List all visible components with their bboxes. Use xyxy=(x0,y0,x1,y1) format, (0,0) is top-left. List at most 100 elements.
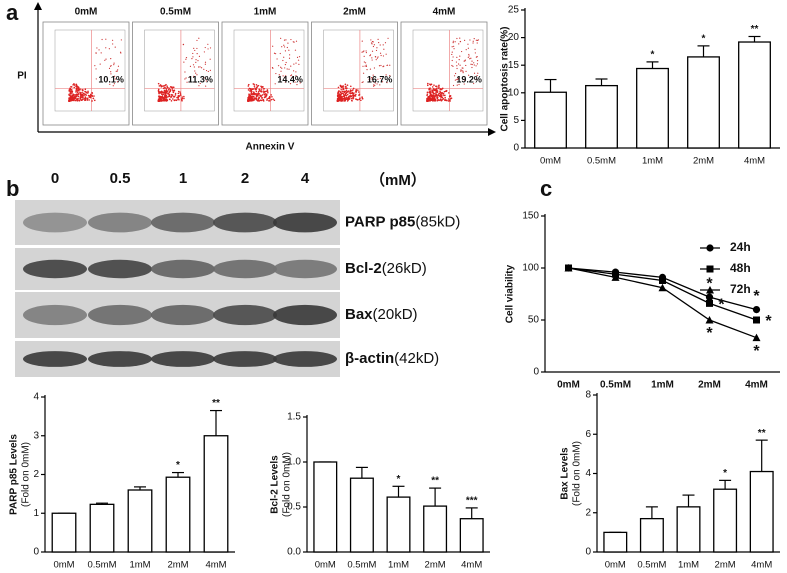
flow-plot xyxy=(54,29,126,112)
dot xyxy=(271,95,273,98)
dot xyxy=(247,83,250,86)
dot xyxy=(467,56,469,58)
dot xyxy=(114,46,116,48)
dot xyxy=(426,84,429,87)
dot xyxy=(283,46,286,48)
x-tick-label: 2mM xyxy=(715,560,736,571)
dot xyxy=(468,55,470,57)
dot xyxy=(176,96,179,99)
dot xyxy=(160,85,163,88)
dot xyxy=(255,97,258,100)
dot xyxy=(363,55,365,57)
dot xyxy=(252,88,254,90)
dot xyxy=(368,80,370,82)
dot xyxy=(451,59,453,62)
dot xyxy=(433,96,436,98)
dot xyxy=(265,90,268,93)
dot xyxy=(379,77,381,79)
dot xyxy=(465,70,467,73)
dot xyxy=(183,97,185,100)
dot xyxy=(263,93,265,95)
lane-label: 0.5 xyxy=(110,170,131,187)
dot xyxy=(197,60,199,62)
y-tick-label: 0 xyxy=(513,143,519,154)
dot xyxy=(261,97,263,99)
marker xyxy=(706,244,714,252)
dot xyxy=(157,82,160,85)
dot xyxy=(267,91,269,94)
dot xyxy=(372,74,374,76)
dot xyxy=(179,91,181,93)
dot xyxy=(365,50,367,52)
y-tick-label: 2 xyxy=(585,507,591,518)
x-tick-label: 0mM xyxy=(315,560,336,571)
dot xyxy=(162,93,165,96)
dot xyxy=(93,99,96,102)
dot xyxy=(255,88,257,91)
blot-band xyxy=(23,212,87,233)
dot xyxy=(348,92,350,94)
dot xyxy=(476,39,479,41)
dot xyxy=(439,93,441,95)
dot xyxy=(295,75,297,77)
dot xyxy=(457,63,460,65)
dot xyxy=(346,100,349,102)
dot xyxy=(428,99,431,102)
flow-panel-label: 1mM xyxy=(254,7,277,18)
dot xyxy=(364,62,367,64)
dot xyxy=(257,97,260,99)
bar xyxy=(749,470,774,553)
y-tick-label: 1 xyxy=(33,508,39,519)
dot xyxy=(375,59,377,61)
dot xyxy=(167,88,170,91)
dot xyxy=(73,96,76,99)
flow-x-label: Annexin V xyxy=(246,142,295,153)
dot xyxy=(168,87,170,90)
dot xyxy=(194,81,196,83)
dot xyxy=(164,84,166,87)
dot xyxy=(253,96,255,98)
dot xyxy=(116,81,119,83)
dot xyxy=(377,78,379,80)
dot xyxy=(207,43,209,45)
dot xyxy=(174,94,177,96)
dot xyxy=(256,92,258,95)
dot xyxy=(344,97,346,100)
dot xyxy=(464,59,466,61)
dot xyxy=(162,98,164,100)
dot xyxy=(471,63,473,66)
dot xyxy=(82,92,85,95)
dot xyxy=(350,97,353,100)
dot xyxy=(452,65,454,67)
dot xyxy=(109,83,111,85)
dot xyxy=(204,63,206,65)
dot xyxy=(172,91,175,93)
dot xyxy=(178,98,180,101)
dot xyxy=(433,84,435,86)
dot xyxy=(248,87,251,90)
x-tick-label: 2mM xyxy=(698,380,721,391)
dot xyxy=(292,70,295,72)
bar xyxy=(423,505,448,553)
flow-percentage: 16.7% xyxy=(367,75,393,85)
dot xyxy=(87,94,90,97)
dot xyxy=(179,93,182,95)
dot xyxy=(281,67,283,69)
dot xyxy=(476,74,478,77)
x-tick-label: 1mM xyxy=(129,560,150,571)
dot xyxy=(465,64,467,67)
dot xyxy=(373,44,375,46)
dot xyxy=(287,42,289,44)
dot xyxy=(299,80,301,82)
dot xyxy=(462,70,464,72)
dot xyxy=(183,95,185,98)
dot xyxy=(473,64,475,66)
dot xyxy=(337,94,339,96)
dot xyxy=(477,72,479,74)
dot xyxy=(453,45,455,47)
dot xyxy=(286,46,288,49)
dot xyxy=(92,97,95,100)
bar xyxy=(203,435,229,553)
dot xyxy=(73,86,76,89)
dot xyxy=(438,99,441,102)
